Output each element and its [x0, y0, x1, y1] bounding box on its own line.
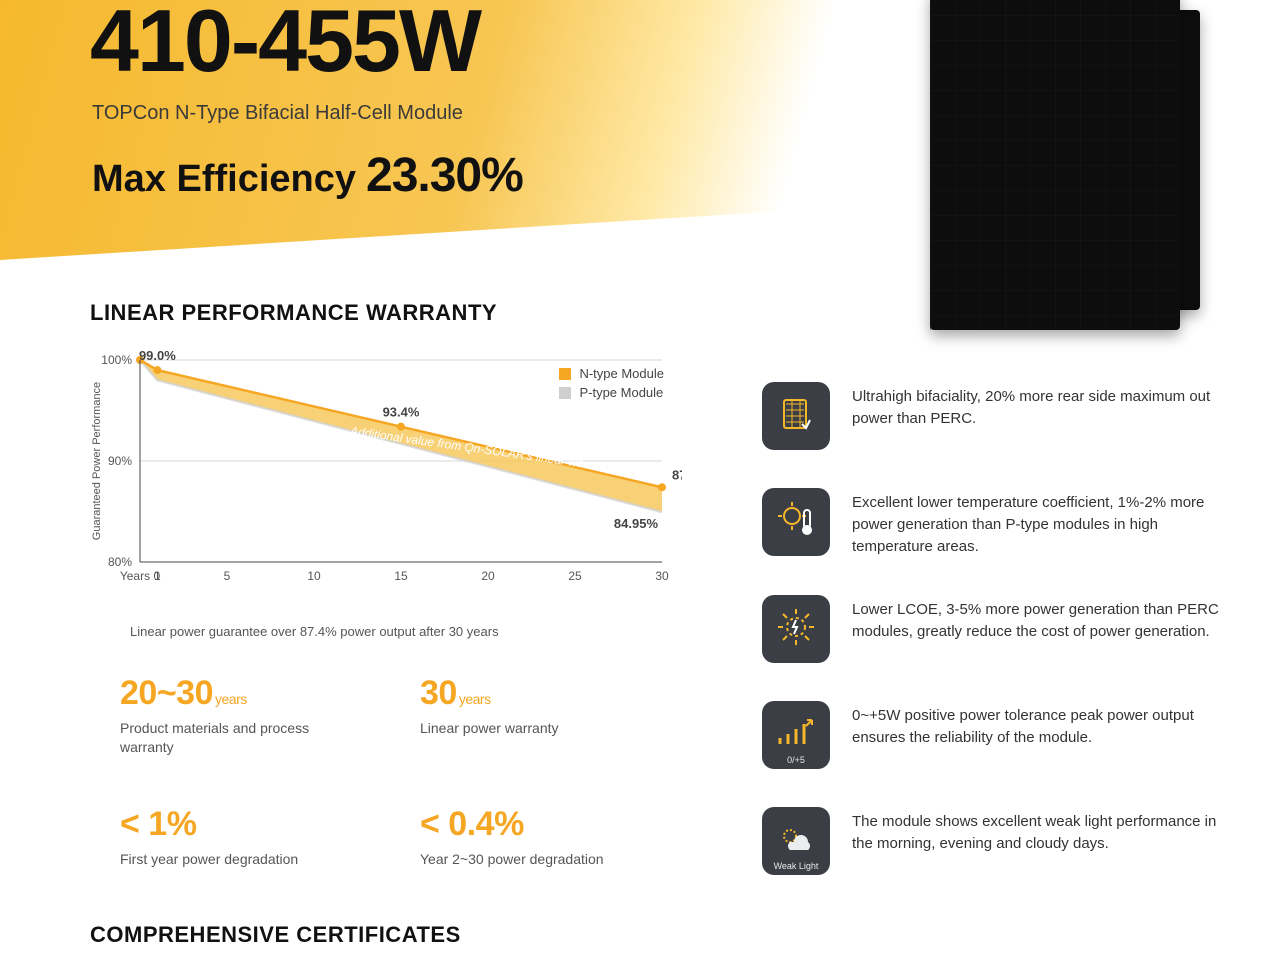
feature-text: Lower LCOE, 3-5% more power generation t…: [852, 595, 1232, 643]
feature-text: The module shows excellent weak light pe…: [852, 807, 1232, 855]
svg-text:25: 25: [568, 569, 582, 583]
module-subtitle: TOPCon N-Type Bifacial Half-Cell Module: [92, 102, 463, 125]
tolerance-icon: 0/+5: [762, 701, 830, 769]
stat-value: < 1%: [120, 805, 380, 844]
feature-text: 0~+5W positive power tolerance peak powe…: [852, 701, 1232, 749]
stat-value: 20~30years: [120, 674, 380, 713]
product-image-mock: [930, 0, 1240, 350]
legend-swatch-n: [559, 368, 571, 380]
stat-cell: 30years Linear power warranty: [420, 674, 680, 757]
max-eff-label: Max Efficiency: [92, 158, 356, 201]
feature-row: Excellent lower temperature coefficient,…: [762, 488, 1232, 557]
svg-text:84.95%: 84.95%: [614, 516, 659, 531]
wattage-heading: 410-455W: [90, 0, 480, 92]
svg-text:30: 30: [655, 569, 669, 583]
svg-text:93.4%: 93.4%: [383, 405, 420, 420]
svg-text:80%: 80%: [108, 555, 132, 569]
lcoe-icon: [762, 595, 830, 663]
feature-row: 0/+5 0~+5W positive power tolerance peak …: [762, 701, 1232, 769]
svg-text:10: 10: [307, 569, 321, 583]
panel-front: [930, 0, 1180, 330]
temperature-icon: [762, 488, 830, 556]
stat-desc: Product materials and process warranty: [120, 719, 360, 757]
feature-text: Ultrahigh bifaciality, 20% more rear sid…: [852, 382, 1232, 430]
svg-text:1: 1: [154, 569, 161, 583]
svg-text:100%: 100%: [101, 353, 132, 367]
feature-badge: 0/+5: [762, 755, 830, 765]
stat-unit: years: [459, 691, 491, 707]
panel-grid: [930, 0, 1180, 330]
feature-badge: Weak Light: [762, 861, 830, 871]
legend-p-label: P-type Module: [579, 385, 663, 400]
warranty-stats: 20~30years Product materials and process …: [120, 674, 680, 869]
stat-desc: First year power degradation: [120, 850, 360, 869]
stat-value: < 0.4%: [420, 805, 680, 844]
max-efficiency-row: Max Efficiency 23.30%: [92, 148, 523, 203]
feature-row: Weak Light The module shows excellent wea…: [762, 807, 1232, 875]
feature-list: Ultrahigh bifaciality, 20% more rear sid…: [762, 382, 1232, 875]
legend-swatch-p: [559, 387, 571, 399]
svg-text:15: 15: [394, 569, 408, 583]
stat-cell: < 1% First year power degradation: [120, 805, 380, 869]
section-title-warranty: LINEAR PERFORMANCE WARRANTY: [90, 300, 497, 326]
stat-cell: 20~30years Product materials and process …: [120, 674, 380, 757]
svg-text:99.0%: 99.0%: [139, 348, 176, 363]
stat-unit: years: [215, 691, 247, 707]
feature-row: Ultrahigh bifaciality, 20% more rear sid…: [762, 382, 1232, 450]
svg-text:Additional value from Qn-SOLAR: Additional value from Qn-SOLAR's linear …: [348, 424, 616, 475]
stat-cell: < 0.4% Year 2~30 power degradation: [420, 805, 680, 869]
svg-text:Guaranteed Power Performance: Guaranteed Power Performance: [91, 382, 103, 540]
feature-text: Excellent lower temperature coefficient,…: [852, 488, 1232, 557]
warranty-chart: 80% 90% 100% Additional value from Qn-SOLAR…: [82, 348, 682, 596]
bifacial-icon: [762, 382, 830, 450]
svg-text:87.4%: 87.4%: [672, 467, 682, 482]
stat-desc: Linear power warranty: [420, 719, 660, 738]
svg-text:20: 20: [481, 569, 495, 583]
stat-desc: Year 2~30 power degradation: [420, 850, 660, 869]
stat-value: 30years: [420, 674, 680, 713]
feature-row: Lower LCOE, 3-5% more power generation t…: [762, 595, 1232, 663]
legend-n-label: N-type Module: [579, 366, 664, 381]
svg-text:90%: 90%: [108, 454, 132, 468]
weak-light-icon: Weak Light: [762, 807, 830, 875]
chart-caption: Linear power guarantee over 87.4% power …: [130, 624, 499, 639]
max-eff-value: 23.30%: [366, 148, 523, 203]
section-title-certs: COMPREHENSIVE CERTIFICATES: [90, 922, 461, 948]
svg-text:5: 5: [224, 569, 231, 583]
chart-legend: N-type Module P-type Module: [559, 366, 664, 404]
